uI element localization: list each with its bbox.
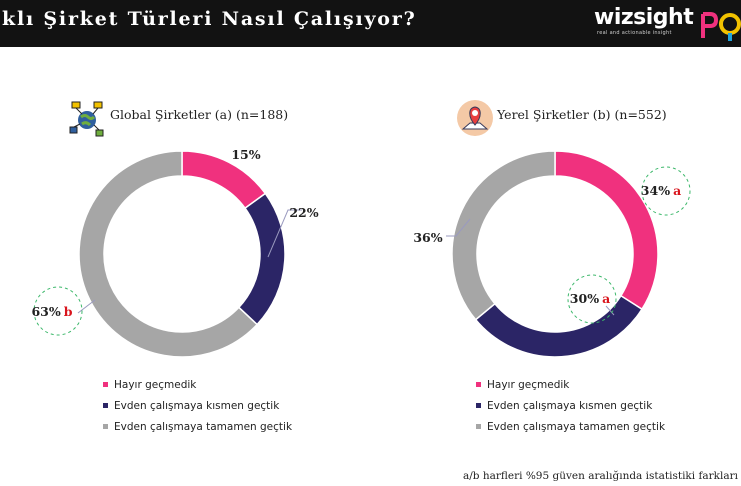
donut-segment-kismen	[474, 294, 644, 358]
legend-swatch	[476, 402, 481, 408]
legend-swatch	[103, 423, 108, 429]
legend-swatch	[476, 381, 481, 387]
data-label-kismen: 22%	[289, 205, 318, 220]
legend-swatch	[103, 381, 108, 387]
leader-line	[267, 209, 302, 258]
leader-line	[446, 218, 471, 237]
legend-item-kismen: Evden çalışmaya kısmen geçtik	[476, 398, 665, 419]
data-label-kismen: 30% a	[570, 291, 610, 306]
footnote: a/b harfleri %95 güven aralığında istati…	[463, 470, 741, 482]
donut-segment-kismen	[237, 192, 286, 326]
location-pin-icon	[457, 100, 493, 136]
leader-line	[77, 299, 96, 314]
data-label-tamamen: 63% b	[31, 304, 72, 319]
significance-circle	[33, 286, 83, 336]
legend-yerel: Hayır geçmedik Evden çalışmaya kısmen ge…	[476, 377, 665, 440]
leader-line	[605, 305, 615, 316]
significance-circle	[641, 166, 691, 216]
header-bar: klı Şirket Türleri Nasıl Çalışıyor? wizs…	[0, 0, 741, 47]
panel-title-global: Global Şirketler (a) (n=188)	[110, 107, 289, 122]
legend-swatch	[476, 423, 481, 429]
legend-item-tamamen: Evden çalışmaya tamamen geçtik	[476, 419, 665, 440]
legend-global: Hayır geçmedik Evden çalışmaya kısmen ge…	[103, 377, 292, 440]
donut-segment-tamamen	[78, 150, 259, 358]
legend-label: Evden çalışmaya kısmen geçtik	[487, 400, 653, 412]
data-label-hayir: 15%	[231, 147, 260, 162]
donut-segment-hayir	[554, 150, 659, 311]
legend-label: Evden çalışmaya kısmen geçtik	[114, 400, 280, 412]
legend-swatch	[103, 402, 108, 408]
significance-circle	[567, 274, 617, 324]
legend-label: Evden çalışmaya tamamen geçtik	[487, 421, 666, 433]
legend-item-tamamen: Evden çalışmaya tamamen geçtik	[103, 419, 292, 440]
legend-item-hayir: Hayır geçmedik	[103, 377, 292, 398]
data-label-tamamen: 36%	[413, 230, 442, 245]
donut-chart-global: 15% 22% 63% b	[31, 147, 319, 358]
legend-label: Hayır geçmedik	[114, 379, 197, 391]
brand-tagline: real and actionable insight	[597, 30, 672, 36]
page-title: klı Şirket Türleri Nasıl Çalışıyor?	[2, 8, 417, 30]
legend-item-hayir: Hayır geçmedik	[476, 377, 665, 398]
legend-item-kismen: Evden çalışmaya kısmen geçtik	[103, 398, 292, 419]
legend-label: Hayır geçmedik	[487, 379, 570, 391]
brand-logo: wizsight	[594, 5, 694, 30]
donut-chart-yerel: 34% a 30% a 36%	[413, 150, 691, 358]
partner-logo-icon	[701, 12, 741, 41]
data-label-hayir: 34% a	[641, 183, 681, 198]
legend-label: Evden çalışmaya tamamen geçtik	[114, 421, 293, 433]
global-network-icon	[69, 101, 104, 137]
donut-segment-tamamen	[451, 150, 556, 321]
panel-title-yerel: Yerel Şirketler (b) (n=552)	[497, 107, 667, 122]
